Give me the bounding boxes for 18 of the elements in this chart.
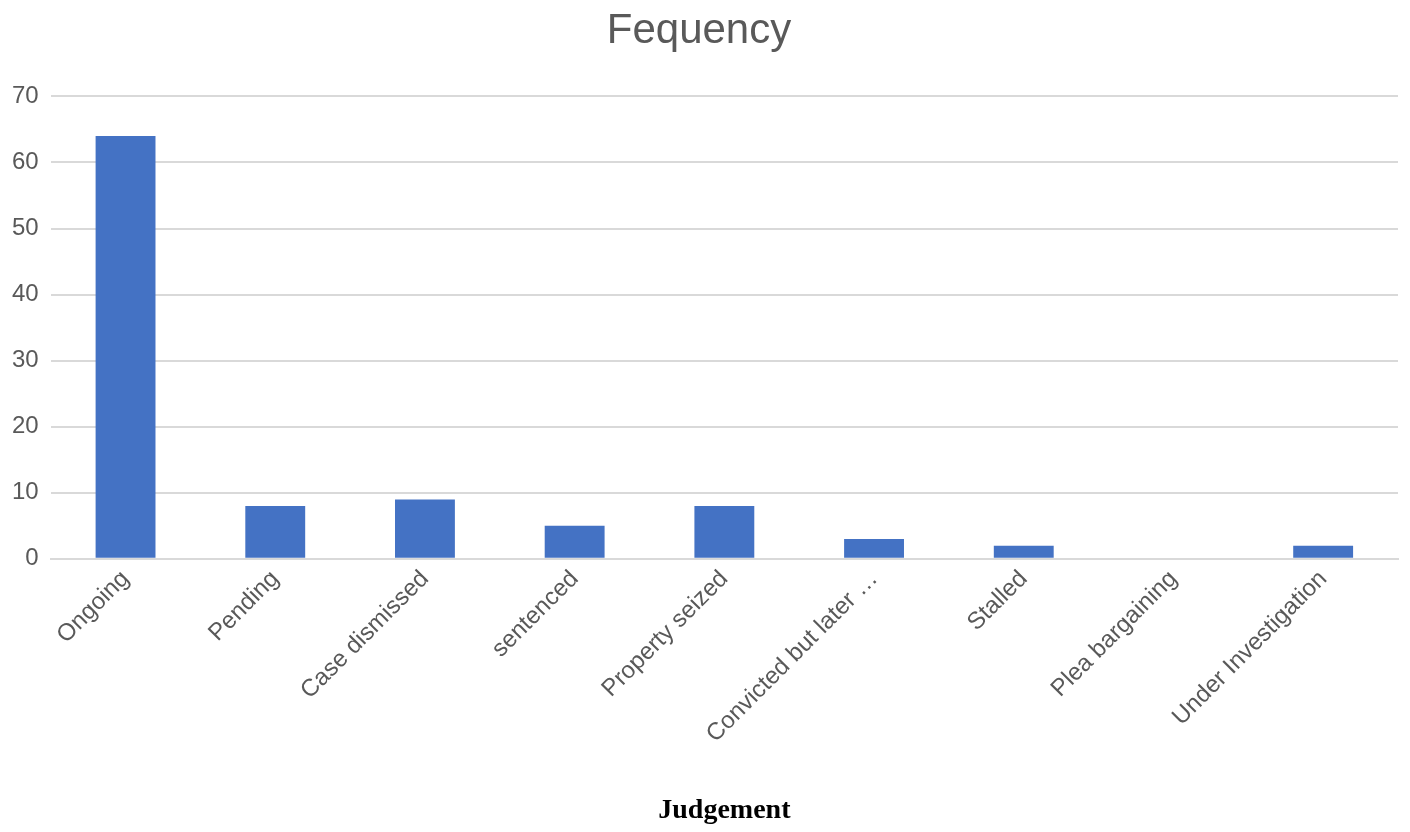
bar	[245, 506, 306, 558]
y-tick-label: 70	[11, 81, 39, 109]
bar	[1293, 545, 1354, 558]
bar	[694, 506, 755, 558]
x-axis-title: Judgement	[658, 793, 792, 825]
y-tick-label: 60	[11, 147, 39, 175]
y-tick-label: 0	[25, 543, 39, 571]
bar	[544, 525, 605, 558]
y-tick-label: 20	[11, 411, 39, 439]
chart-title: Fequency	[606, 4, 792, 52]
bar	[993, 545, 1054, 558]
bar	[844, 539, 904, 558]
y-tick-label: 30	[11, 345, 39, 373]
y-tick-label: 40	[11, 279, 39, 307]
bar	[95, 136, 156, 558]
y-tick-label: 50	[11, 213, 39, 241]
bar	[395, 499, 455, 558]
y-tick-label: 10	[11, 477, 39, 505]
